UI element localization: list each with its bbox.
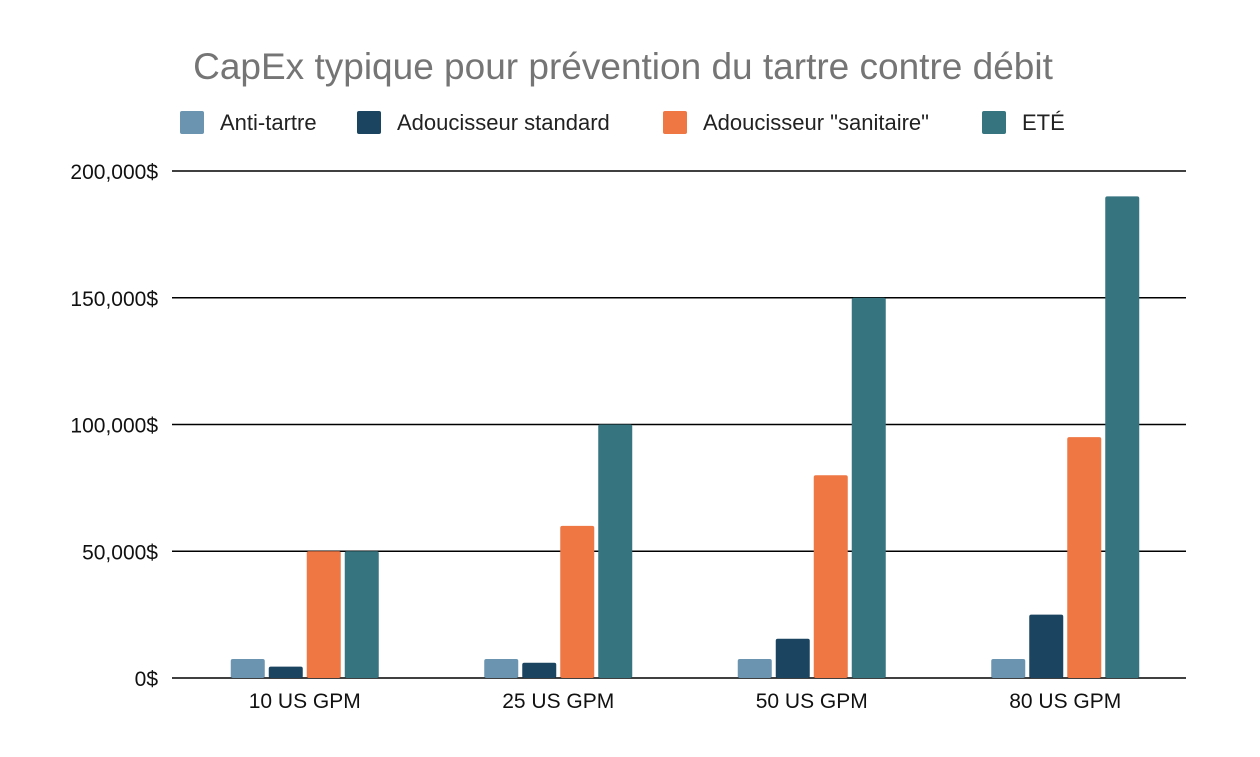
- bar: [737, 658, 772, 678]
- legend-swatch: [663, 111, 687, 134]
- bar: [306, 551, 341, 678]
- bars: [230, 196, 1140, 678]
- legend-label: Adoucisseur standard: [397, 110, 610, 135]
- bar: [851, 297, 886, 678]
- legend-label: Adoucisseur "sanitaire": [703, 110, 929, 135]
- legend-item: ETÉ: [982, 110, 1065, 135]
- bar: [598, 424, 633, 678]
- bar: [1105, 196, 1140, 678]
- bar: [344, 551, 379, 678]
- legend-item: Adoucisseur "sanitaire": [663, 110, 929, 135]
- legend-swatch: [357, 111, 381, 134]
- bar: [268, 666, 303, 678]
- chart-title: CapEx typique pour prévention du tartre …: [193, 46, 1053, 87]
- bar: [230, 658, 265, 678]
- y-tick-label: 100,000$: [70, 415, 158, 438]
- x-axis: 10 US GPM 25 US GPM 50 US GPM 80 US GPM: [249, 690, 1122, 713]
- y-tick-label: 0$: [135, 668, 159, 691]
- x-tick-label: 80 US GPM: [1009, 690, 1121, 713]
- bar: [1067, 437, 1102, 678]
- legend-label: Anti-tartre: [220, 110, 317, 135]
- x-tick-label: 50 US GPM: [756, 690, 868, 713]
- legend: Anti-tartre Adoucisseur standard Adoucisse…: [180, 110, 1065, 135]
- y-tick-label: 150,000$: [70, 288, 158, 311]
- bar: [775, 638, 810, 678]
- legend-label: ETÉ: [1022, 110, 1065, 135]
- y-tick-label: 50,000$: [82, 541, 158, 564]
- bar: [522, 662, 557, 678]
- bar: [1029, 614, 1064, 678]
- bar: [813, 475, 848, 678]
- bar: [991, 658, 1026, 678]
- legend-swatch: [180, 111, 204, 134]
- bar: [484, 658, 519, 678]
- legend-swatch: [982, 111, 1006, 134]
- legend-item: Adoucisseur standard: [357, 110, 610, 135]
- legend-item: Anti-tartre: [180, 110, 317, 135]
- x-tick-label: 10 US GPM: [249, 690, 361, 713]
- y-axis: 0$ 50,000$ 100,000$ 150,000$ 200,000$: [70, 161, 158, 691]
- bar: [560, 525, 595, 678]
- x-tick-label: 25 US GPM: [502, 690, 614, 713]
- y-tick-label: 200,000$: [70, 161, 158, 184]
